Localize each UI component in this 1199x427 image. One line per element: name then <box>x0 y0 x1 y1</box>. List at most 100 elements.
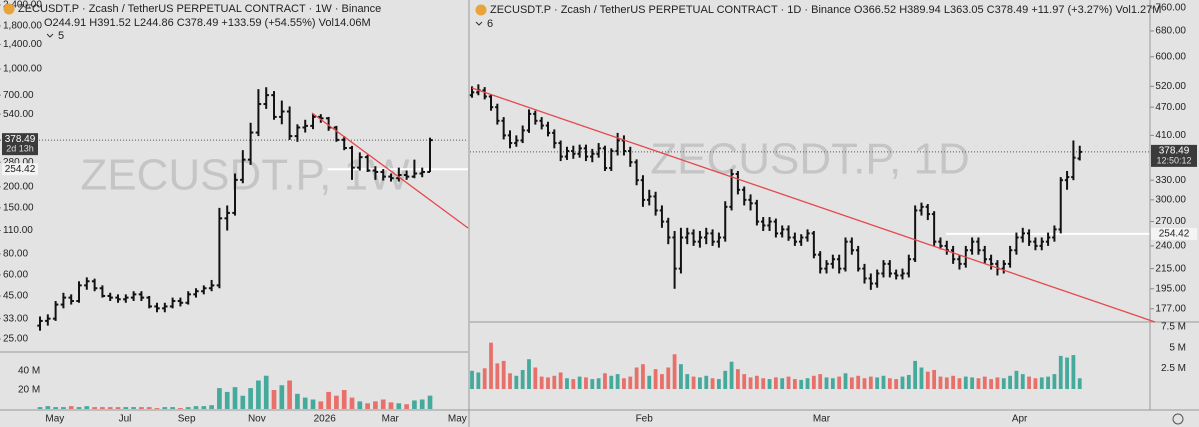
y-tick-label: 270.00 <box>1155 216 1186 227</box>
volume-bar <box>295 393 300 409</box>
volume-bar <box>520 369 525 389</box>
y-tick-label: 80.00 <box>3 249 28 260</box>
volume-tick-label: 20 M <box>18 385 40 396</box>
trend-line <box>471 87 1156 323</box>
volume-bar <box>647 375 652 389</box>
y-tick-label: 680.00 <box>1155 26 1186 37</box>
x-tick-label: Nov <box>248 414 266 425</box>
volume-bar <box>533 367 538 389</box>
volume-bar <box>862 378 867 389</box>
volume-bar <box>881 375 886 389</box>
legend-item: C378.49 <box>177 17 219 29</box>
volume-bar <box>856 375 861 389</box>
volume-bar <box>584 377 588 389</box>
volume-bar <box>691 376 696 389</box>
y-tick-label: 280.00 <box>3 157 34 168</box>
volume-bar <box>279 385 285 409</box>
volume-bar <box>666 367 671 389</box>
marked-level-label: 254.42 <box>1159 229 1190 240</box>
y-tick-label: 520.00 <box>1155 81 1186 92</box>
volume-bar <box>565 378 569 389</box>
volume-bar <box>761 378 766 389</box>
volume-bar <box>45 406 51 409</box>
volume-bar <box>634 367 639 389</box>
volume-bar <box>495 363 500 389</box>
indicator-count[interactable]: 6 <box>487 18 493 30</box>
volume-bar <box>170 407 175 409</box>
trend-line <box>311 112 469 229</box>
legend-item: L244.86 <box>134 17 174 29</box>
settings-icon[interactable] <box>1172 413 1184 425</box>
legend-item: +133.59 (+54.55%) <box>221 17 315 29</box>
volume-bar <box>263 375 269 409</box>
volume-bar <box>660 374 664 389</box>
volume-bar <box>906 374 911 389</box>
volume-bar <box>887 378 892 389</box>
watermark: ZECUSDT.P, 1D <box>650 135 970 184</box>
volume-bar <box>404 404 409 409</box>
collapse-icon[interactable] <box>46 33 54 38</box>
volume-bar <box>603 373 607 389</box>
volume-bar <box>76 407 82 409</box>
marked-level-label: 254.42 <box>5 164 36 175</box>
collapse-icon[interactable] <box>475 21 483 26</box>
volume-bar <box>552 375 557 389</box>
volume-bar <box>830 378 835 389</box>
volume-bar <box>482 368 487 389</box>
volume-bar <box>1077 378 1082 389</box>
volume-bar <box>913 360 918 389</box>
coin-icon <box>3 3 15 15</box>
last-price-label: 378.49 <box>5 134 36 145</box>
volume-bar <box>875 377 880 389</box>
volume-bar <box>224 391 230 409</box>
volume-bar <box>546 377 550 389</box>
volume-bar <box>792 379 797 389</box>
volume-bar <box>989 379 994 389</box>
volume-bar <box>868 376 873 389</box>
y-tick-label: 410.00 <box>1155 130 1186 141</box>
volume-bar <box>1058 355 1063 389</box>
volume-bar <box>596 378 601 389</box>
volume-bar <box>271 390 277 409</box>
volume-bar <box>786 376 791 389</box>
legend-item: Vol1.27M <box>1116 4 1162 16</box>
volume-bar <box>115 407 121 409</box>
volume-bar <box>773 377 778 389</box>
volume-bar <box>256 380 261 409</box>
volume-bar <box>704 375 709 389</box>
volume-bar <box>925 371 930 389</box>
volume-bar <box>310 399 316 409</box>
x-tick-label: Apr <box>1012 414 1028 425</box>
volume-bar <box>1046 376 1050 389</box>
volume-bar <box>248 388 253 409</box>
volume-bar <box>957 378 962 389</box>
volume-bar <box>162 407 168 409</box>
volume-bar <box>154 408 160 409</box>
volume-bar <box>232 387 238 409</box>
last-price-box <box>1151 144 1197 167</box>
volume-bar <box>1065 357 1069 389</box>
volume-bar <box>805 378 810 389</box>
volume-bar <box>767 379 772 389</box>
volume-bar <box>641 364 645 389</box>
y-tick-label: 330.00 <box>1155 175 1186 186</box>
volume-bar <box>107 407 113 409</box>
x-tick-label: May <box>448 414 467 425</box>
y-tick-label: 177.00 <box>1155 303 1186 314</box>
y-tick-label: 1,000.00 <box>3 64 42 75</box>
y-tick-label: 600.00 <box>1155 51 1186 62</box>
y-tick-label: 25.00 <box>3 334 28 345</box>
y-tick-label: 2,400.00 <box>3 0 42 11</box>
legend-item: L363.05 <box>944 4 984 16</box>
volume-bar <box>1014 370 1019 389</box>
volume-bar <box>710 378 715 389</box>
y-tick-label: 215.00 <box>1155 263 1186 274</box>
indicator-count[interactable]: 5 <box>58 30 64 42</box>
legend-item: +11.97 (+3.27%) <box>1031 4 1112 16</box>
y-tick-label: 1,400.00 <box>3 39 42 50</box>
coin-icon <box>475 4 487 16</box>
volume-bar <box>68 406 74 409</box>
volume-bar <box>982 376 987 389</box>
legend-item: O244.91 <box>44 17 86 29</box>
volume-bar <box>558 372 563 389</box>
